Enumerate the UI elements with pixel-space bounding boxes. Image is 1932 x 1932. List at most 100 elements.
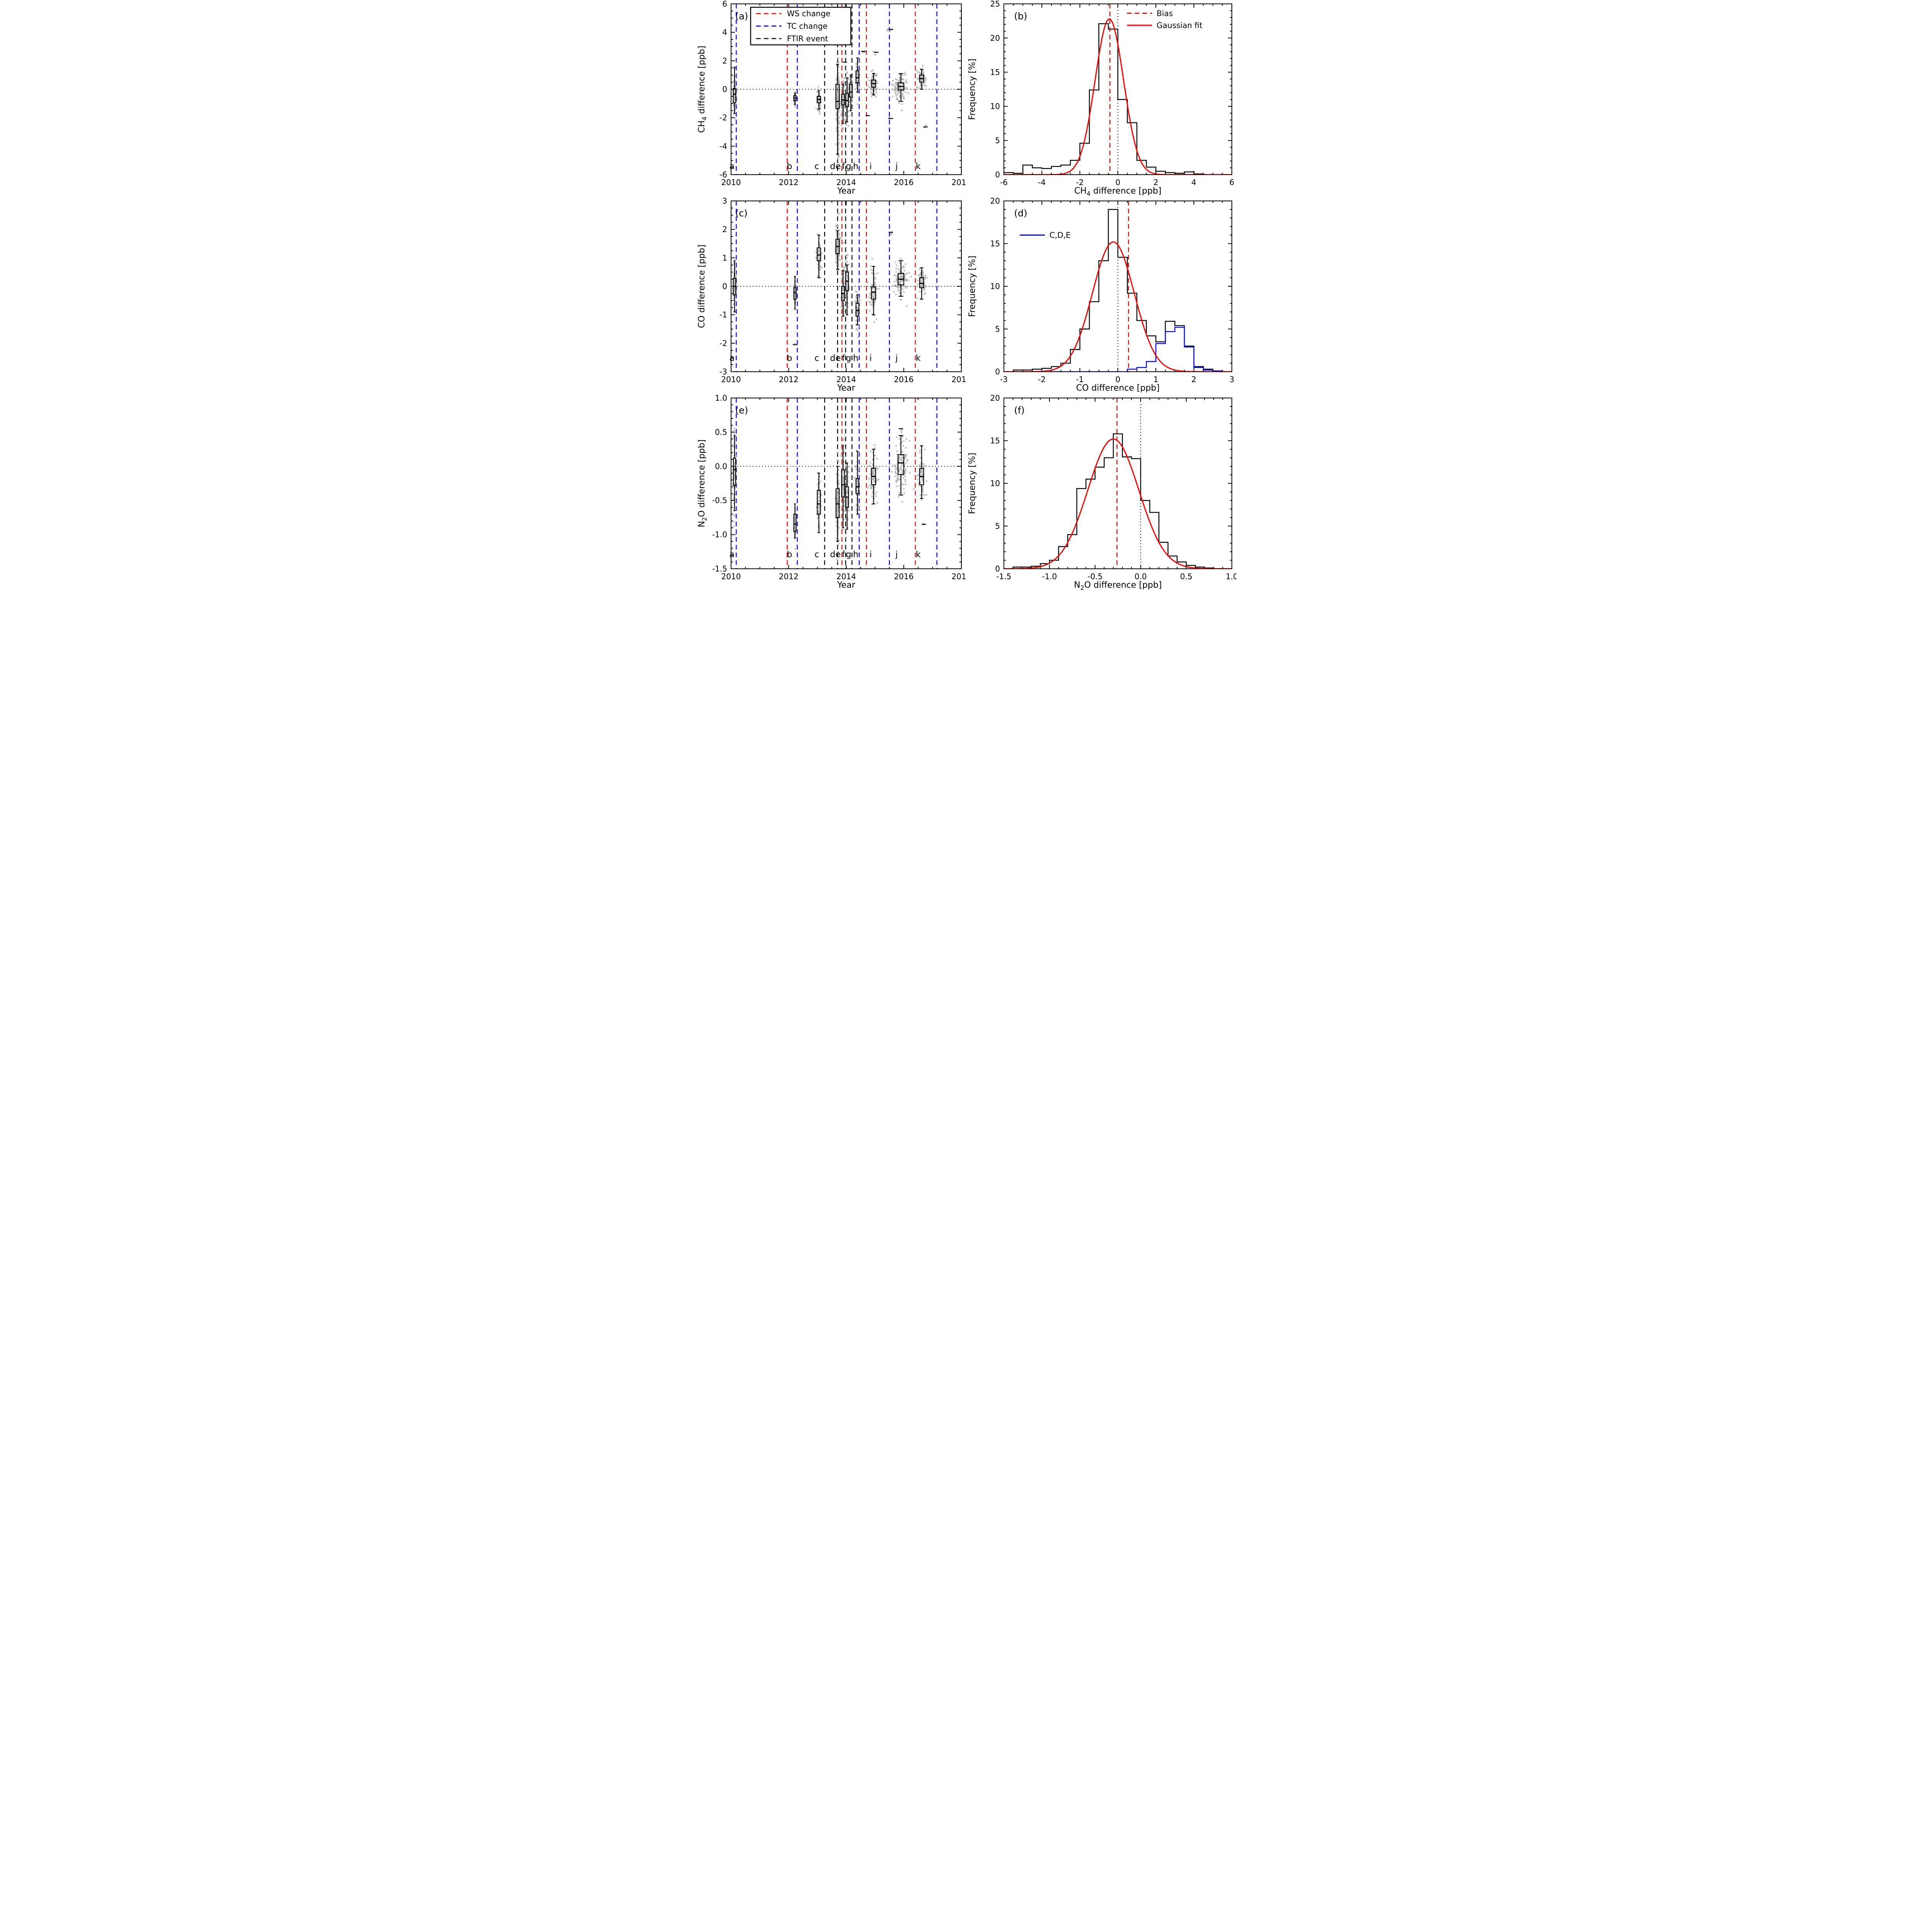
y-tick-label: 5 <box>995 325 1000 334</box>
plot-frame <box>731 398 962 569</box>
event-letter: k <box>916 550 921 560</box>
y-tick-label: -0.5 <box>712 496 727 505</box>
event-letter: e <box>835 354 841 363</box>
panel-d-co-histogram: -3 -2 -1 0 1 2 3 0 5 10 15 20 CO difference [ppb] Fre… <box>966 197 1236 394</box>
y-tick-label: 10 <box>990 282 1000 291</box>
legend-label: FTIR event <box>787 34 828 43</box>
y-tick-label: 20 <box>990 197 1000 206</box>
x-tick-label: -1.0 <box>1042 572 1057 581</box>
plot-area <box>731 201 961 372</box>
panel-letter: (d) <box>1014 208 1027 219</box>
axes: -1.5 -1.0 -0.5 0.0 0.5 1.0 0 5 10 15 20 N2O differe… <box>968 394 1236 591</box>
x-axis-label: N2O difference [ppb] <box>1074 580 1162 591</box>
x-tick-label: 2014 <box>837 178 856 187</box>
axes: 2010 2012 2014 2016 2018 -3 -2 -1 0 1 2 3 Year CO dif… <box>697 197 966 393</box>
axes: 2010 2012 2014 2016 2018 -6 -4 -2 0 2 4 6 Year CH4 di… <box>697 0 966 196</box>
axes: -3 -2 -1 0 1 2 3 0 5 10 15 20 CO difference [ppb] Fre… <box>968 197 1234 393</box>
scatter-points <box>732 427 928 563</box>
x-axis-label: CO difference [ppb] <box>1076 383 1160 393</box>
x-tick-label: 2 <box>1191 375 1196 384</box>
y-axis-label: CO difference [ppb] <box>697 245 707 328</box>
y-tick-label: 0 <box>722 85 727 94</box>
event-letter: h <box>853 550 859 560</box>
y-tick-label: 1.0 <box>715 394 727 403</box>
event-letter: b <box>787 354 792 363</box>
event-letter: k <box>916 354 921 363</box>
plot-frame <box>1003 3 1232 175</box>
x-tick-label: 2016 <box>894 572 914 581</box>
y-tick-label: 0 <box>995 564 1000 573</box>
event-letter: i <box>869 162 872 171</box>
boxplots <box>733 230 924 325</box>
x-tick-label: -1.5 <box>996 572 1011 581</box>
x-tick-label: -2 <box>1076 178 1084 187</box>
x-tick-label: 0 <box>1116 375 1121 384</box>
x-tick-label: 2012 <box>779 375 799 384</box>
y-tick-label: -1.0 <box>712 530 727 539</box>
plot-frame <box>731 201 962 372</box>
axes: 2010 2012 2014 2016 2018 -1.5 -1.0 -0.5 0.0 0.5 1.… <box>697 394 966 590</box>
event-letter: j <box>895 550 898 560</box>
event-letter: d <box>830 354 835 363</box>
event-letter: i <box>869 550 872 560</box>
axes: -6 -4 -2 0 2 4 6 0 5 10 15 20 25 CH4 difference [ppb]… <box>968 0 1234 197</box>
y-tick-label: -2 <box>719 338 727 348</box>
y-tick-label: 5 <box>995 522 1000 531</box>
y-tick-label: -6 <box>719 170 727 179</box>
plot-frame <box>1003 201 1232 372</box>
x-tick-label: 4 <box>1191 178 1196 187</box>
plot-frame <box>731 3 962 175</box>
chart-f-canvas: -1.5 -1.0 -0.5 0.0 0.5 1.0 0 5 10 15 20 N2O differe… <box>968 394 1236 591</box>
event-letter: g <box>846 550 851 560</box>
y-axis-label: Frequency [%] <box>968 256 977 317</box>
y-tick-label: 20 <box>990 33 1000 43</box>
panel-letter: (a) <box>735 11 748 22</box>
event-letter: g <box>846 354 851 363</box>
figure-grid: abcdefghijk20102012201420162018-6-4-2024… <box>696 0 1236 591</box>
y-tick-label: 0 <box>995 367 1000 376</box>
plot-area <box>1004 398 1232 569</box>
y-tick-label: 15 <box>990 68 1000 77</box>
legend-label: C,D,E <box>1049 230 1071 240</box>
y-tick-label: 0.0 <box>715 462 727 471</box>
x-tick-label: 2010 <box>721 572 741 581</box>
y-tick-label: -1 <box>719 310 727 320</box>
event-letter: d <box>830 162 835 171</box>
y-tick-label: 3 <box>722 197 727 206</box>
event-letter: h <box>853 162 859 171</box>
plot-area <box>731 398 961 569</box>
event-letter: h <box>853 354 859 363</box>
event-letter: g <box>846 162 851 171</box>
y-axis-label: CH4 difference [ppb] <box>697 46 708 133</box>
plot-area <box>1004 201 1232 372</box>
x-tick-label: -2 <box>1038 375 1046 384</box>
legend-label: Gaussian fit <box>1156 20 1202 30</box>
event-letter: e <box>835 162 841 171</box>
x-tick-label: 2012 <box>779 178 799 187</box>
y-tick-label: 10 <box>990 479 1000 488</box>
legend: Bias Gaussian fit <box>1127 9 1202 30</box>
x-tick-label: 2010 <box>721 178 741 187</box>
x-tick-label: 6 <box>1230 178 1235 187</box>
event-letter: j <box>895 354 898 363</box>
panel-letter: (f) <box>1014 405 1025 416</box>
panel-letter: (e) <box>735 405 748 416</box>
y-tick-label: 25 <box>990 0 1000 9</box>
x-tick-label: -0.5 <box>1087 572 1102 581</box>
event-letter: i <box>869 354 872 363</box>
y-tick-label: 10 <box>990 102 1000 111</box>
chart-d-canvas: -3 -2 -1 0 1 2 3 0 5 10 15 20 CO difference [ppb] Fre… <box>968 197 1234 393</box>
boxplots <box>733 435 924 542</box>
x-tick-label: 2010 <box>721 375 741 384</box>
x-tick-label: 2014 <box>837 375 856 384</box>
event-letter: a <box>729 354 734 363</box>
x-tick-label: 2018 <box>952 572 966 581</box>
histogram-outline <box>1012 433 1232 569</box>
x-tick-label: 2016 <box>894 375 914 384</box>
y-tick-label: 0 <box>995 170 1000 179</box>
